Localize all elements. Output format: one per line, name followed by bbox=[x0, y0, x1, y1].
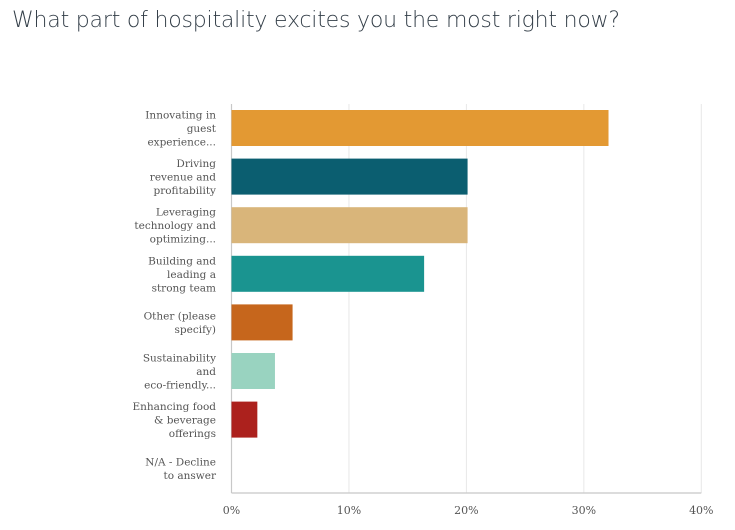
category-label: strong team bbox=[152, 282, 216, 294]
category-label: guest bbox=[187, 123, 217, 135]
bar bbox=[231, 207, 468, 244]
bar bbox=[231, 158, 468, 195]
category-label: & beverage bbox=[154, 415, 216, 427]
bar bbox=[231, 255, 425, 292]
x-tick-label: 0% bbox=[223, 504, 240, 517]
category-label: experience... bbox=[147, 137, 216, 149]
category-label: Innovating in bbox=[145, 110, 216, 122]
category-label: Building and bbox=[148, 255, 216, 267]
category-label: Leveraging bbox=[156, 207, 216, 219]
category-label: and bbox=[196, 366, 216, 378]
category-label: to answer bbox=[163, 470, 216, 482]
category-label: Driving bbox=[176, 158, 216, 170]
category-label: eco-friendly... bbox=[144, 380, 216, 392]
bar bbox=[231, 353, 275, 389]
category-label: N/A - Decline bbox=[145, 456, 216, 468]
bar bbox=[231, 401, 258, 438]
x-tick-label: 30% bbox=[572, 504, 596, 517]
x-tick-label: 20% bbox=[454, 504, 478, 517]
category-label: Enhancing food bbox=[132, 401, 216, 413]
chart-title: What part of hospitality excites you the… bbox=[12, 8, 620, 33]
category-label: optimizing... bbox=[150, 234, 216, 246]
category-label: offerings bbox=[169, 428, 216, 440]
x-tick-label: 10% bbox=[337, 504, 361, 517]
category-label: specify) bbox=[175, 324, 216, 336]
category-label: leading a bbox=[167, 269, 216, 281]
x-tick-label: 40% bbox=[689, 504, 713, 517]
category-label: profitability bbox=[154, 185, 217, 197]
category-label: technology and bbox=[134, 220, 216, 232]
category-label: revenue and bbox=[150, 172, 216, 184]
bar bbox=[231, 110, 609, 146]
bar bbox=[231, 304, 293, 341]
category-label: Sustainability bbox=[143, 353, 216, 365]
category-label: Other (please bbox=[144, 311, 216, 323]
